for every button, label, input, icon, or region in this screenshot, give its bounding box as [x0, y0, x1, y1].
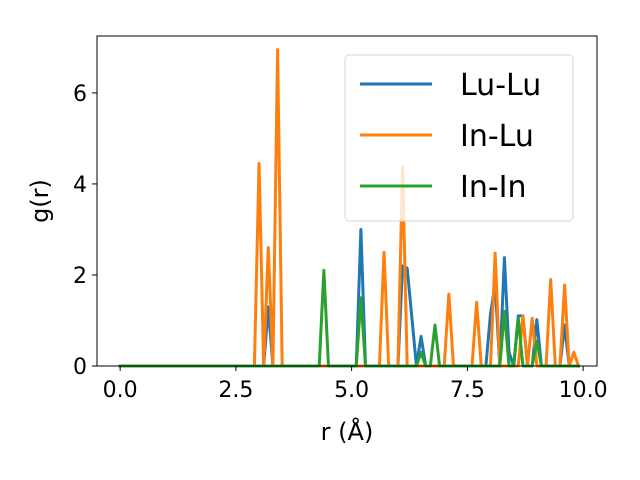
x-axis-ticks: 0.0 2.5 5.0 7.5 10.0: [103, 366, 608, 403]
y-axis-ticks: 0 2 4 6: [73, 82, 97, 380]
y-tick-label: 6: [73, 82, 87, 107]
legend-label-in-lu: In-Lu: [460, 119, 534, 154]
x-tick-label: 7.5: [450, 378, 485, 403]
x-tick-label: 10.0: [559, 378, 608, 403]
y-tick-label: 4: [73, 173, 87, 198]
legend-label-in-in: In-In: [460, 170, 527, 205]
axes-frame: [96, 35, 598, 367]
x-tick-label: 0.0: [103, 378, 138, 403]
legend-box: [344, 54, 574, 222]
x-axis-label: r (Å): [321, 417, 374, 446]
y-tick-label: 2: [73, 264, 87, 289]
x-tick-label: 5.0: [334, 378, 369, 403]
legend: Lu-Lu In-Lu In-In: [344, 54, 574, 222]
legend-label-lu-lu: Lu-Lu: [460, 68, 541, 103]
x-tick-label: 2.5: [218, 378, 253, 403]
y-axis-label: g(r): [26, 179, 54, 223]
y-tick-label: 0: [73, 355, 87, 380]
